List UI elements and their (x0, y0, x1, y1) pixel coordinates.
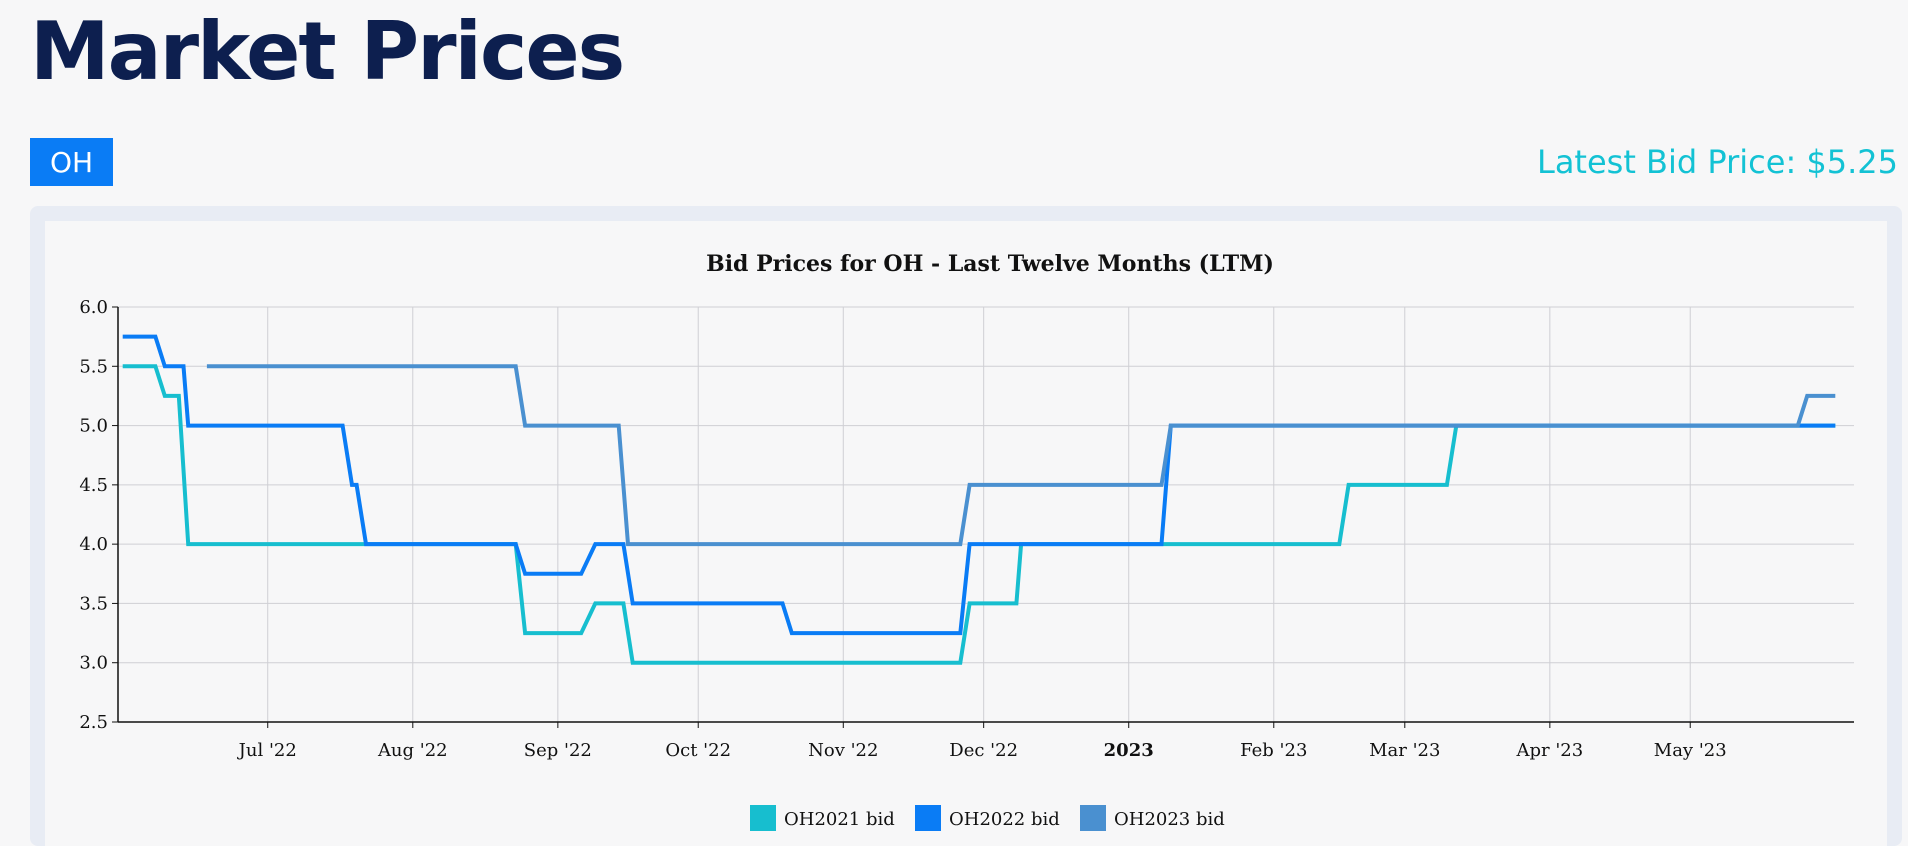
y-tick-label: 3.0 (79, 653, 108, 674)
series-line-oh2022-bid[interactable] (122, 334, 1836, 636)
series-lines (122, 334, 1836, 665)
y-tick-label: 5.5 (79, 356, 108, 377)
bid-price-chart: Bid Prices for OH - Last Twelve Months (… (79, 251, 1854, 831)
x-tick-label: May '23 (1654, 740, 1727, 761)
y-tick-label: 4.0 (79, 534, 108, 555)
legend-label[interactable]: OH2021 bid (784, 809, 895, 830)
chart-card: Bid Prices for OH - Last Twelve Months (… (45, 221, 1887, 846)
series-line-oh2021-bid[interactable] (122, 364, 1836, 665)
grid-lines (118, 306, 1854, 723)
x-tick-label: Feb '23 (1240, 740, 1307, 761)
legend-swatch (750, 805, 776, 831)
y-tick-label: 5.0 (79, 416, 108, 437)
x-tick-label: 2023 (1104, 740, 1154, 761)
chart-title: Bid Prices for OH - Last Twelve Months (… (706, 251, 1274, 277)
legend-label[interactable]: OH2022 bid (949, 809, 1060, 830)
x-tick-label: Mar '23 (1369, 740, 1440, 761)
legend: OH2021 bid OH2022 bid OH2023 bid (750, 805, 1225, 831)
axes: 2.5 3.0 3.5 4.0 4.5 5.0 5.5 6.0 Jul '22 Aug '22 Se… (79, 297, 1854, 761)
legend-swatch (915, 805, 941, 831)
x-tick-label: Dec '22 (949, 740, 1018, 761)
market-tab-oh[interactable]: OH (30, 138, 113, 186)
x-tick-label: Nov '22 (808, 740, 878, 761)
y-tick-label: 3.5 (79, 593, 108, 614)
y-tick-label: 4.5 (79, 475, 108, 496)
series-line-oh2023-bid[interactable] (206, 364, 1836, 547)
y-tick-label: 2.5 (79, 712, 108, 733)
x-tick-label: Oct '22 (665, 740, 731, 761)
latest-bid-price: Latest Bid Price: $5.25 (1536, 143, 1898, 181)
legend-label[interactable]: OH2023 bid (1114, 809, 1225, 830)
y-tick-label: 6.0 (79, 297, 108, 318)
x-tick-label: Aug '22 (377, 740, 448, 761)
x-tick-label: Jul '22 (237, 740, 297, 761)
x-tick-label: Sep '22 (524, 740, 592, 761)
page-title: Market Prices (30, 5, 625, 98)
chart-panel: Bid Prices for OH - Last Twelve Months (… (30, 206, 1902, 846)
x-tick-label: Apr '23 (1515, 740, 1583, 761)
legend-swatch (1080, 805, 1106, 831)
